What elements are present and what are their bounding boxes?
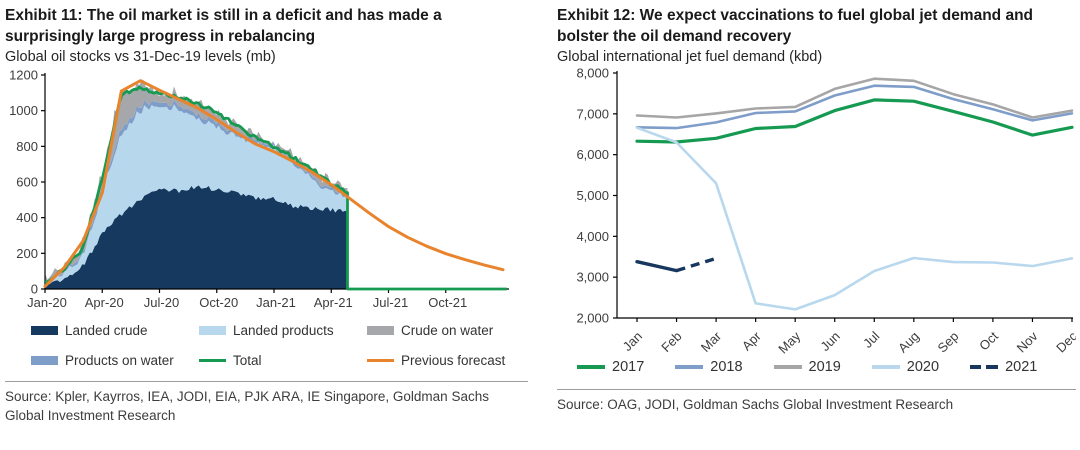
left-source: Source: Kpler, Kayrros, IEA, JODI, EIA, … (5, 389, 489, 423)
right-x-tick-label: Apr (739, 328, 764, 353)
left-x-tick-label: Apr-21 (314, 295, 353, 310)
area-swatch-products-on-water (31, 356, 58, 365)
line-swatch-2018 (675, 365, 704, 369)
right-chart-title: Exhibit 12: We expect vaccinations to fu… (557, 7, 1034, 45)
left-x-tick-label: Oct-20 (199, 295, 238, 310)
left-x-tick-label: Jul-21 (373, 295, 408, 310)
legend-item-landed-crude: Landed crude (31, 323, 199, 338)
right-source: Source: OAG, JODI, Goldman Sachs Global … (557, 397, 954, 412)
left-x-tick-label: Apr-20 (85, 295, 124, 310)
left-y-tick-label: 400 (16, 210, 38, 225)
legend-item-total: Total (199, 353, 367, 368)
legend-label: 2017 (612, 359, 645, 375)
line-2019 (635, 77, 1074, 119)
line-swatch-total (199, 358, 226, 363)
area-landed-crude (45, 185, 348, 289)
legend-label: 2019 (808, 359, 841, 375)
legend-label: 2021 (1005, 359, 1038, 375)
right-x-tick-label: Mar (698, 328, 725, 355)
line-swatch-previous-forecast (367, 358, 394, 363)
right-y-tick-label: 4,000 (576, 229, 609, 244)
legend-label: 2020 (906, 359, 940, 375)
right-y-tick-label: 7,000 (576, 106, 609, 121)
left-y-tick-label: 800 (16, 139, 38, 154)
line-previous-forecast (43, 79, 505, 288)
legend-label: 2018 (710, 359, 743, 375)
line-2018 (635, 84, 1074, 130)
legend-label: Crude on water (401, 323, 494, 338)
right-exhibit-panel: Exhibit 12: We expect vaccinations to fu… (557, 5, 1076, 414)
legend-label: Landed crude (65, 323, 148, 338)
right-x-tick-label: Nov (1014, 328, 1041, 355)
right-chart-legend: 2017 2018 2019 2020 2021 (577, 359, 1076, 375)
right-divider (557, 389, 1076, 390)
right-x-tick-label: Dec (1053, 328, 1076, 355)
line-2021-dashed (675, 256, 717, 273)
right-x-tick-label: Aug (895, 329, 922, 355)
oil-stocks-area-chart: 0 200 400 600 800 1000 1200 Jan-20 Apr-20 Jul-20 O… (9, 68, 509, 310)
legend-item-2019: 2019 (773, 359, 841, 375)
line-swatch-2017 (577, 365, 605, 369)
line-swatch-2020 (871, 365, 900, 369)
legend-label: Total (233, 353, 262, 368)
legend-item-2020: 2020 (871, 359, 940, 375)
legend-label: Landed products (233, 323, 334, 338)
left-x-tick-label: Oct-21 (428, 295, 467, 310)
left-y-tick-label: 0 (31, 282, 38, 297)
left-chart-subtitle: Global oil stocks vs 31-Dec-19 levels (m… (5, 49, 276, 65)
legend-item-2021: 2021 (970, 359, 1037, 375)
left-divider (5, 381, 528, 382)
left-chart-legend: Landed crude Landed products Crude on wate… (31, 323, 533, 368)
right-x-tick-label: Jul (860, 328, 882, 350)
right-x-tick-label: Oct (976, 328, 1001, 353)
area-swatch-landed-crude (31, 326, 58, 335)
jet-fuel-line-chart: 2,000 3,000 4,000 5,000 6,000 7,000 8,000 Jan Fe… (576, 67, 1076, 355)
right-x-tick-label: Jan (620, 329, 645, 354)
right-x-tick-label: Feb (658, 329, 684, 355)
left-y-tick-label: 200 (16, 246, 38, 261)
legend-item-crude-on-water: Crude on water (367, 323, 535, 338)
left-chart-title: Exhibit 11: The oil market is still in a… (5, 7, 442, 45)
legend-label: Products on water (65, 353, 174, 368)
left-x-tick-label: Jul-20 (144, 295, 179, 310)
right-x-tick-label: Sep (935, 329, 962, 355)
left-x-tick-label: Jan-20 (27, 295, 67, 310)
right-x-tick-label: May (775, 328, 803, 355)
right-x-tick-label: Jun (817, 329, 842, 354)
legend-item-2017: 2017 (577, 359, 644, 375)
area-swatch-landed-products (199, 326, 226, 335)
left-exhibit-panel: Exhibit 11: The oil market is still in a… (5, 5, 533, 425)
right-y-tick-label: 3,000 (576, 270, 609, 285)
legend-item-landed-products: Landed products (199, 323, 367, 338)
legend-label: Previous forecast (401, 353, 506, 368)
line-swatch-2021-dashed (970, 365, 999, 369)
line-swatch-2019 (773, 365, 802, 369)
right-chart-subtitle: Global international jet fuel demand (kb… (557, 49, 823, 65)
left-y-tick-label: 1000 (9, 103, 38, 118)
right-y-tick-label: 6,000 (576, 147, 609, 162)
area-swatch-crude-on-water (367, 326, 394, 335)
left-y-tick-label: 600 (16, 175, 38, 190)
right-y-tick-label: 8,000 (576, 67, 609, 81)
right-y-tick-label: 2,000 (576, 311, 609, 326)
line-2017 (635, 98, 1074, 144)
right-y-tick-label: 5,000 (576, 188, 609, 203)
legend-item-previous-forecast: Previous forecast (367, 353, 535, 368)
line-2020 (635, 126, 1074, 311)
area-crude-on-water (45, 79, 348, 284)
left-y-tick-label: 1200 (9, 68, 38, 83)
legend-item-2018: 2018 (675, 359, 743, 375)
legend-item-products-on-water: Products on water (31, 353, 199, 368)
line-total (44, 85, 507, 291)
left-x-tick-label: Jan-21 (256, 295, 296, 310)
line-2021-solid (635, 260, 679, 273)
